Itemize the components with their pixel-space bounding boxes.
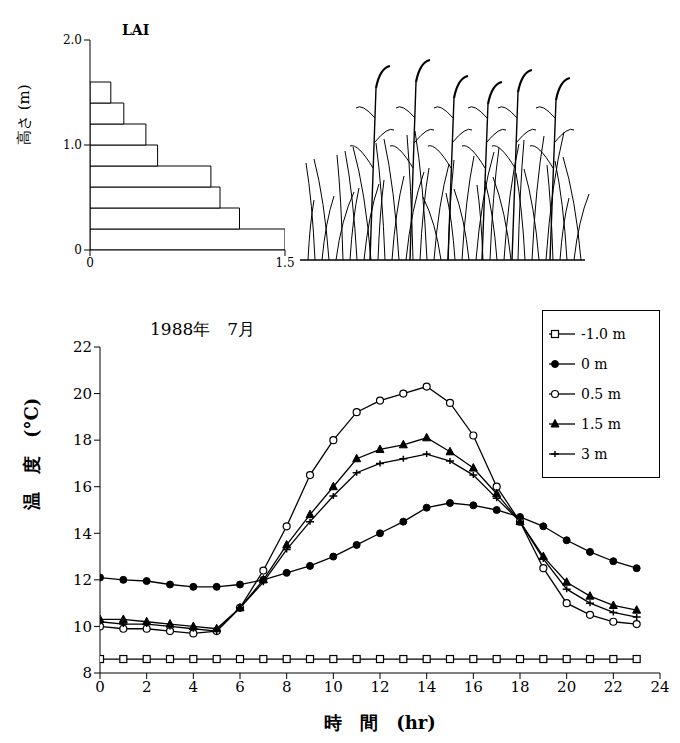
svg-text:8: 8 xyxy=(82,664,92,682)
svg-text:1.0: 1.0 xyxy=(63,138,82,152)
svg-text:24: 24 xyxy=(650,678,669,696)
svg-text:2.0: 2.0 xyxy=(63,33,82,47)
svg-text:0: 0 xyxy=(95,678,105,696)
svg-text:2: 2 xyxy=(142,678,152,696)
svg-text:10: 10 xyxy=(324,678,343,696)
html-text:LAI: LAI xyxy=(122,22,150,38)
svg-text:18: 18 xyxy=(73,431,92,449)
svg-text:22: 22 xyxy=(73,338,92,356)
svg-text:1.5: 1.5 xyxy=(275,256,294,270)
html-text:0 m: 0 m xyxy=(581,356,608,372)
svg-text:0: 0 xyxy=(74,243,82,257)
html-text:1.5 m: 1.5 m xyxy=(581,416,621,432)
svg-text:12: 12 xyxy=(370,678,389,696)
svg-text:18: 18 xyxy=(510,678,529,696)
svg-text:6: 6 xyxy=(235,678,245,696)
svg-text:8: 8 xyxy=(282,678,292,696)
svg-text:20: 20 xyxy=(557,678,576,696)
svg-text:高さ (m): 高さ (m) xyxy=(15,84,33,145)
svg-text:12: 12 xyxy=(73,571,92,589)
svg-text:20: 20 xyxy=(73,385,92,403)
html-text:1988年 7月: 1988年 7月 xyxy=(150,319,256,339)
svg-text:14: 14 xyxy=(73,525,92,543)
svg-text:16: 16 xyxy=(73,478,92,496)
html-text:3 m: 3 m xyxy=(581,446,608,462)
svg-text:14: 14 xyxy=(417,678,436,696)
svg-text:4: 4 xyxy=(189,678,199,696)
svg-text:0: 0 xyxy=(86,256,94,270)
html-text:-1.0 m: -1.0 m xyxy=(581,326,626,342)
svg-text:時 間 (hr): 時 間 (hr) xyxy=(324,712,436,733)
svg-text:10: 10 xyxy=(73,618,92,636)
svg-text:温 度 (°C): 温 度 (°C) xyxy=(21,398,42,511)
svg-text:22: 22 xyxy=(604,678,623,696)
svg-text:16: 16 xyxy=(464,678,483,696)
html-text:0.5 m: 0.5 m xyxy=(581,386,621,402)
